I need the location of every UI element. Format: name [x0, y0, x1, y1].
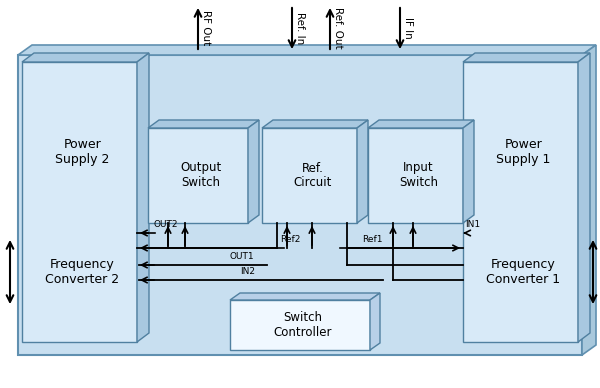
Polygon shape [22, 53, 149, 62]
Text: Input
Switch: Input Switch [399, 161, 438, 189]
Text: Ref. In: Ref. In [295, 12, 305, 44]
Bar [22, 62, 137, 342]
Polygon shape [582, 45, 596, 355]
Polygon shape [357, 120, 368, 223]
Text: Power
Supply 2: Power Supply 2 [55, 138, 110, 166]
Bar [18, 55, 582, 355]
Polygon shape [463, 120, 474, 223]
Polygon shape [248, 120, 259, 223]
Text: Switch
Controller: Switch Controller [274, 311, 332, 339]
Polygon shape [230, 293, 380, 300]
Polygon shape [578, 53, 590, 342]
Text: Ref.
Circuit: Ref. Circuit [293, 161, 332, 189]
Text: Ref1: Ref1 [362, 235, 383, 244]
Text: RF Out: RF Out [201, 10, 211, 46]
Bar [262, 128, 357, 223]
Polygon shape [262, 120, 368, 128]
Polygon shape [18, 45, 596, 55]
Polygon shape [463, 53, 590, 62]
Text: IN1: IN1 [465, 220, 480, 229]
Text: Ref. Out: Ref. Out [333, 7, 343, 49]
Text: Frequency
Converter 2: Frequency Converter 2 [46, 258, 119, 286]
Polygon shape [368, 120, 474, 128]
Polygon shape [148, 120, 259, 128]
Text: OUT1: OUT1 [230, 252, 254, 261]
Text: Frequency
Converter 1: Frequency Converter 1 [487, 258, 560, 286]
Text: Power
Supply 1: Power Supply 1 [496, 138, 551, 166]
Text: IF In: IF In [403, 17, 413, 39]
Bar [230, 300, 370, 350]
Bar [463, 62, 578, 342]
Bar [368, 128, 463, 223]
Text: IN2: IN2 [240, 267, 255, 276]
Polygon shape [137, 53, 149, 342]
Polygon shape [370, 293, 380, 350]
Bar [148, 128, 248, 223]
Text: Ref2: Ref2 [280, 235, 301, 244]
Text: OUT2: OUT2 [153, 220, 178, 229]
Text: Output
Switch: Output Switch [181, 161, 221, 189]
